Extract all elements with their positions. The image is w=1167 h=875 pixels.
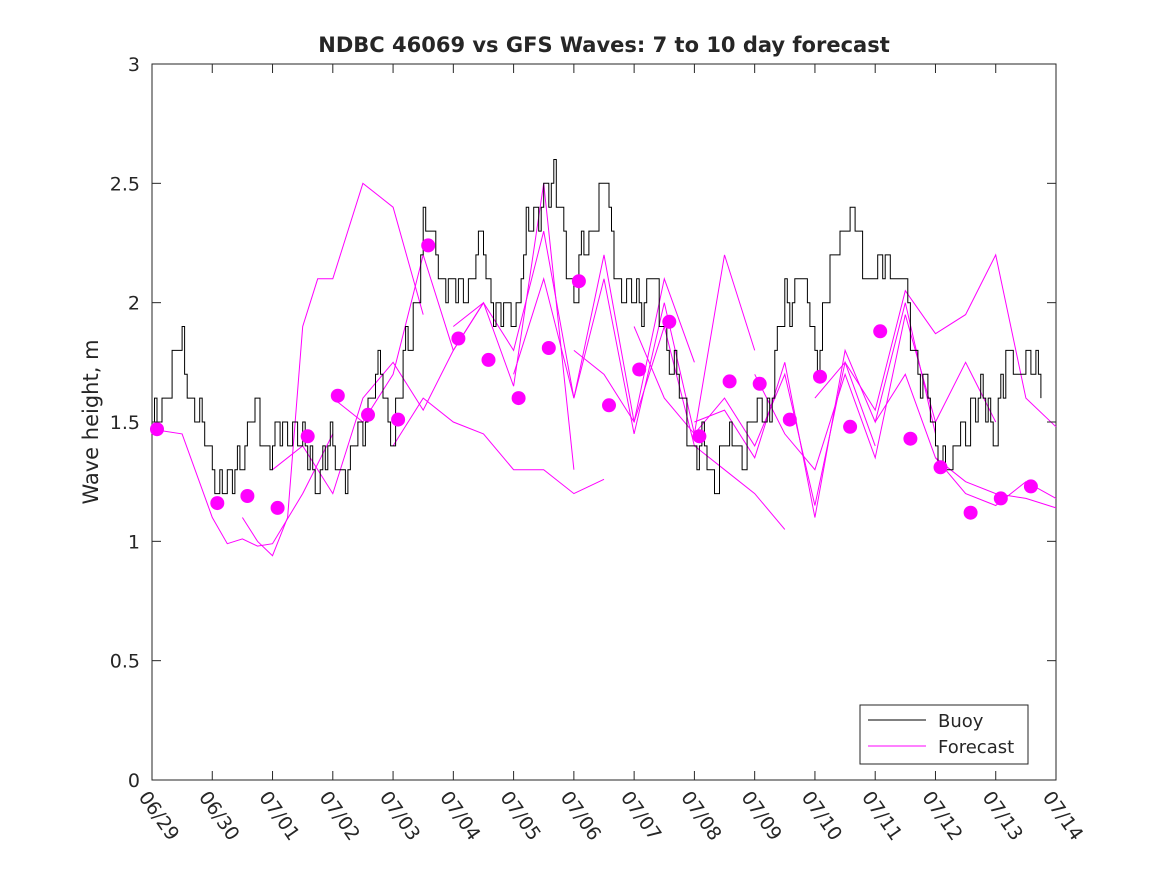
forecast-point <box>361 407 375 422</box>
legend-label-buoy: Buoy <box>938 711 984 732</box>
forecast-point <box>722 374 737 389</box>
forecast-point <box>511 391 526 406</box>
forecast-point <box>873 324 888 339</box>
forecast-point <box>602 398 616 413</box>
forecast-run-line <box>151 428 334 547</box>
forecast-point <box>421 238 436 253</box>
forecast-run-line <box>332 183 575 470</box>
forecast-point <box>451 331 466 346</box>
y-tick-label: 3 <box>128 54 140 76</box>
forecast-point <box>391 412 406 427</box>
forecast-point <box>150 422 164 437</box>
y-tick-label: 1.5 <box>110 412 140 434</box>
buoy-series-line <box>152 159 1042 495</box>
buoy-line <box>152 159 1042 495</box>
chart-title: NDBC 46069 vs GFS Waves: 7 to 10 day for… <box>318 33 889 57</box>
forecast-run-line <box>241 182 424 557</box>
y-axis-label: Wave height, m <box>79 339 103 504</box>
forecast-point <box>993 491 1008 506</box>
forecast-point <box>692 429 707 444</box>
forecast-run-line <box>814 253 1057 428</box>
legend-label-forecast: Forecast <box>938 737 1014 758</box>
forecast-point <box>813 369 827 384</box>
y-axis: 0 0.5 1 1.5 2 2.5 3 <box>110 54 1056 792</box>
forecast-point <box>933 460 948 475</box>
forecast-point <box>240 489 255 503</box>
forecast-point <box>270 500 285 515</box>
forecast-run-line <box>633 326 876 506</box>
forecast-point <box>210 496 225 511</box>
forecast-point <box>541 341 556 355</box>
forecast-point <box>752 376 767 391</box>
forecast-markers <box>150 238 1038 520</box>
y-tick-label: 2 <box>128 293 140 315</box>
forecast-point <box>1023 479 1038 494</box>
forecast-point <box>782 412 797 427</box>
y-tick-label: 0 <box>128 770 140 792</box>
forecast-run-line <box>874 373 1057 509</box>
forecast-point <box>662 314 677 329</box>
forecast-point <box>903 431 918 446</box>
forecast-point <box>481 352 496 367</box>
legend-box <box>859 704 1029 765</box>
forecast-point <box>843 419 858 434</box>
legend: Buoy Forecast <box>859 704 1029 765</box>
y-tick-label: 1 <box>128 531 140 553</box>
forecast-point <box>571 274 586 289</box>
forecast-run-line <box>392 397 605 495</box>
forecast-run-line <box>694 302 936 518</box>
forecast-run-line <box>754 314 997 471</box>
forecast-point <box>963 505 978 520</box>
forecast-point <box>300 429 315 444</box>
y-tick-label: 0.5 <box>110 651 140 673</box>
forecast-point <box>632 362 647 377</box>
forecast-run-line <box>513 254 756 435</box>
forecast-point <box>330 388 345 403</box>
y-tick-label: 2.5 <box>110 173 140 195</box>
